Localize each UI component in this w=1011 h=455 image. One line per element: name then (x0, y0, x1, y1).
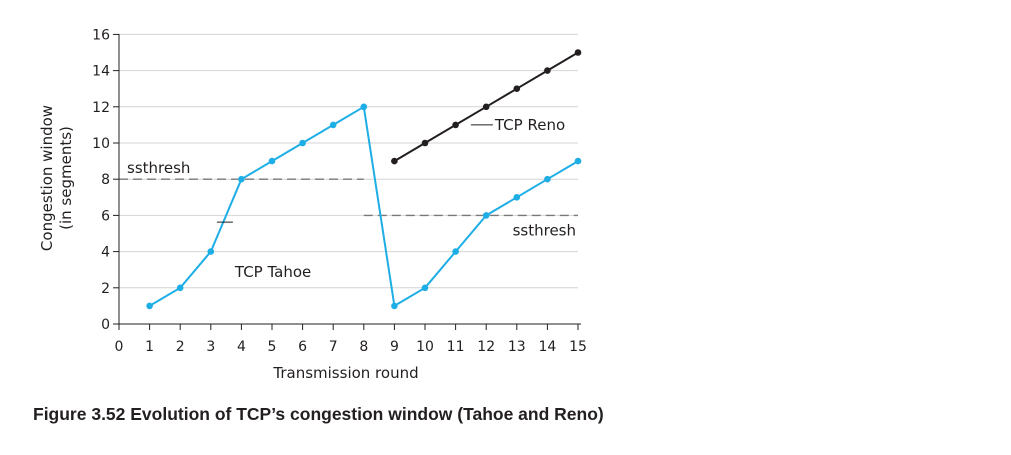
y-tick-label: 14 (92, 64, 110, 80)
x-tick-label: 5 (268, 339, 277, 355)
x-tick-label: 3 (206, 339, 215, 355)
x-tick-label: 8 (359, 339, 368, 355)
x-tick-label: 2 (176, 339, 185, 355)
x-tick-label: 14 (538, 339, 556, 355)
tcp-reno-point (574, 49, 582, 56)
ssthresh-label: ssthresh (513, 221, 576, 239)
tcp-reno-point (421, 139, 429, 147)
threshold-lines (119, 178, 578, 217)
x-tick-label: 9 (390, 339, 399, 355)
y-tick-label: 16 (92, 27, 110, 43)
x-tick-label: 11 (447, 339, 465, 355)
tcp-tahoe-point (329, 121, 337, 129)
x-tick-label: 0 (115, 339, 124, 355)
tcp-reno-point (452, 121, 459, 129)
x-axis-title: Transmission round (272, 364, 418, 382)
y-tick-label: 0 (101, 317, 110, 333)
tcp-tahoe-point (482, 212, 490, 219)
x-tick-label: 6 (298, 339, 307, 355)
tcp-reno-point (544, 67, 551, 74)
tcp-tahoe-point (513, 194, 521, 201)
annotations: ssthresh ssthresh TCP Tahoe TCP Reno (127, 116, 576, 281)
y-tick-label: 10 (92, 136, 110, 152)
tcp-tahoe-point (146, 302, 153, 310)
tcp-tahoe-point (176, 284, 184, 292)
tcp-tahoe-point (299, 139, 306, 147)
x-tick-label: 12 (477, 339, 495, 355)
tcp-tahoe-point (574, 157, 582, 165)
tcp-tahoe-point (391, 302, 398, 310)
x-tick-label: 7 (329, 339, 338, 355)
x-tick-label: 4 (237, 339, 246, 355)
x-tick-label: 13 (508, 339, 526, 355)
y-tick-label: 12 (92, 100, 110, 116)
tcp-tahoe-point (268, 157, 276, 165)
tcp-reno-label: TCP Reno (494, 116, 565, 134)
x-tick-label: 15 (569, 339, 587, 355)
figure-caption: Figure 3.52 Evolution of TCP’s congestio… (33, 404, 604, 424)
y-tick-label: 8 (101, 172, 110, 188)
ssthresh-label: ssthresh (127, 159, 190, 177)
tcp-reno-point (513, 85, 521, 92)
x-tick-label: 10 (416, 339, 434, 355)
y-axis-title-units: (in segments) (57, 126, 75, 230)
tcp-tahoe-point (238, 175, 245, 183)
tcp-tahoe-label: TCP Tahoe (234, 263, 311, 281)
tcp-tahoe-line (149, 105, 579, 307)
y-tick-label: 4 (101, 245, 110, 261)
tcp-tahoe-point (421, 284, 429, 292)
tcp-reno-point (391, 157, 398, 165)
x-tick-label: 1 (145, 339, 154, 355)
tcp-tahoe-point (544, 175, 551, 183)
tcp-tahoe-point (207, 248, 215, 255)
series (146, 49, 582, 310)
y-tick-label: 2 (101, 281, 110, 297)
y-axis-title: Congestion window (38, 105, 56, 251)
y-tick-label: 6 (101, 208, 110, 224)
tcp-tahoe-point (360, 103, 368, 111)
tcp-reno-point (482, 103, 490, 111)
tcp-tahoe-point (452, 248, 459, 255)
